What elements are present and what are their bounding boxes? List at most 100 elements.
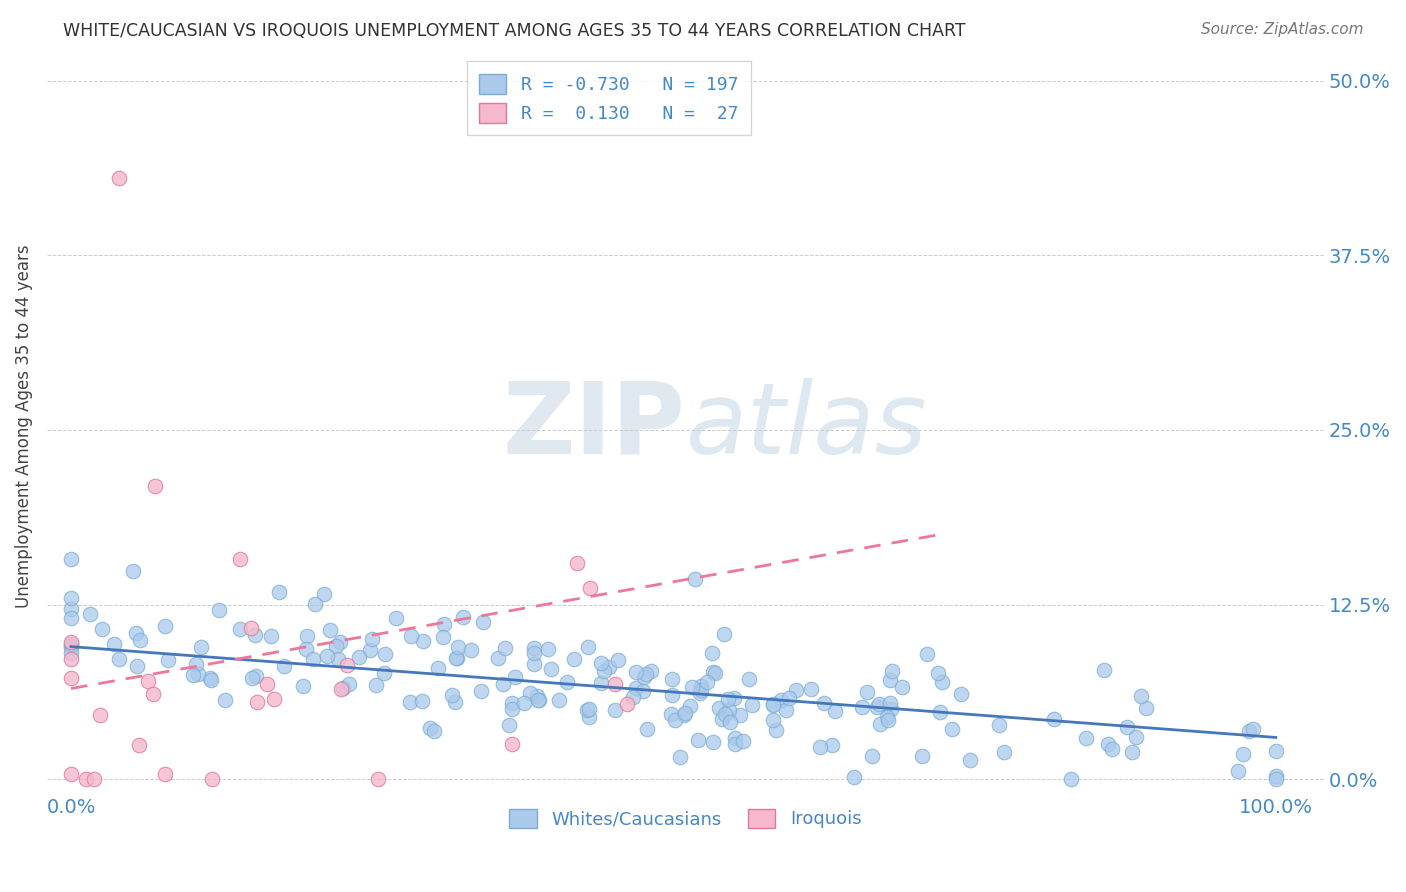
Point	[591, 676, 613, 690]
Point	[411, 694, 433, 708]
Point	[683, 572, 706, 586]
Point	[631, 684, 654, 698]
Point	[633, 670, 655, 684]
Point	[501, 702, 523, 716]
Point	[59, 646, 82, 660]
Point	[555, 675, 578, 690]
Point	[423, 723, 446, 738]
Point	[717, 692, 740, 706]
Point	[121, 564, 143, 578]
Point	[1232, 747, 1254, 762]
Point	[879, 673, 901, 687]
Point	[527, 692, 550, 706]
Point	[876, 710, 898, 724]
Point	[326, 652, 349, 666]
Point	[83, 772, 105, 787]
Point	[143, 479, 166, 493]
Point	[689, 682, 711, 697]
Point	[432, 630, 454, 644]
Point	[562, 651, 585, 665]
Point	[208, 603, 231, 617]
Point	[526, 692, 548, 706]
Point	[891, 681, 914, 695]
Point	[89, 707, 111, 722]
Point	[769, 693, 792, 707]
Point	[523, 640, 546, 655]
Point	[519, 686, 541, 700]
Point	[470, 683, 492, 698]
Point	[1097, 737, 1119, 751]
Point	[136, 673, 159, 688]
Point	[526, 689, 548, 703]
Point	[762, 698, 785, 712]
Point	[91, 622, 114, 636]
Y-axis label: Unemployment Among Ages 35 to 44 years: Unemployment Among Ages 35 to 44 years	[15, 244, 32, 608]
Point	[700, 646, 723, 660]
Point	[1101, 741, 1123, 756]
Point	[640, 664, 662, 678]
Text: WHITE/CAUCASIAN VS IROQUOIS UNEMPLOYMENT AMONG AGES 35 TO 44 YEARS CORRELATION C: WHITE/CAUCASIAN VS IROQUOIS UNEMPLOYMENT…	[63, 22, 966, 40]
Point	[813, 697, 835, 711]
Point	[1264, 769, 1286, 783]
Point	[1264, 772, 1286, 787]
Point	[778, 691, 800, 706]
Point	[1125, 730, 1147, 744]
Point	[733, 734, 755, 748]
Point	[267, 585, 290, 599]
Text: ZIP: ZIP	[502, 378, 686, 475]
Point	[724, 737, 747, 751]
Point	[229, 622, 252, 636]
Point	[616, 698, 638, 712]
Point	[59, 671, 82, 685]
Point	[702, 735, 724, 749]
Point	[718, 714, 741, 729]
Point	[440, 688, 463, 702]
Point	[591, 656, 613, 670]
Point	[316, 649, 339, 664]
Point	[695, 675, 717, 690]
Point	[929, 705, 952, 719]
Point	[181, 668, 204, 682]
Point	[1076, 731, 1098, 746]
Point	[412, 634, 434, 648]
Point	[842, 770, 865, 784]
Point	[125, 659, 148, 673]
Text: atlas: atlas	[686, 378, 927, 475]
Point	[59, 639, 82, 653]
Point	[762, 698, 785, 712]
Point	[325, 639, 347, 653]
Point	[626, 665, 648, 679]
Point	[659, 707, 682, 722]
Point	[703, 666, 725, 681]
Point	[75, 772, 97, 787]
Point	[765, 723, 787, 737]
Point	[702, 665, 724, 680]
Point	[606, 652, 628, 666]
Point	[501, 737, 523, 751]
Point	[187, 666, 209, 681]
Point	[882, 664, 904, 678]
Point	[103, 637, 125, 651]
Point	[128, 738, 150, 752]
Point	[927, 666, 949, 681]
Point	[513, 697, 536, 711]
Point	[762, 713, 785, 727]
Point	[503, 670, 526, 684]
Point	[664, 713, 686, 727]
Point	[302, 652, 325, 666]
Point	[245, 669, 267, 683]
Point	[911, 749, 934, 764]
Point	[418, 721, 440, 735]
Point	[547, 693, 569, 707]
Point	[576, 703, 599, 717]
Point	[668, 749, 690, 764]
Point	[374, 647, 396, 661]
Point	[711, 712, 734, 726]
Point	[295, 629, 318, 643]
Point	[240, 671, 263, 685]
Point	[361, 632, 384, 646]
Point	[214, 693, 236, 707]
Point	[876, 713, 898, 727]
Point	[501, 696, 523, 710]
Point	[200, 673, 222, 688]
